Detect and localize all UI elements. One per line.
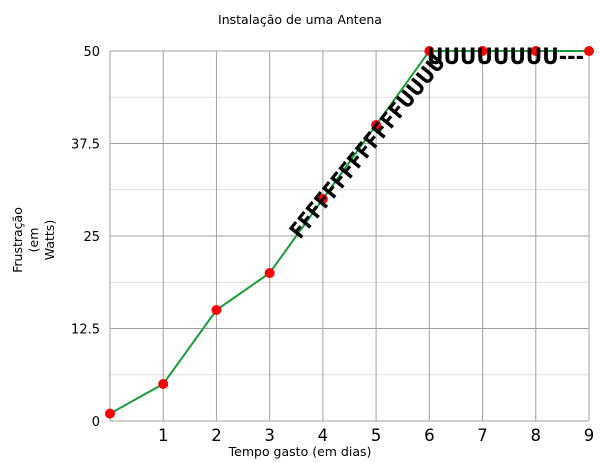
y-axis-label-line-1: Frustração — [10, 207, 25, 273]
x-tick-label: 2 — [211, 426, 222, 445]
x-tick-labels: 1 2 3 4 5 6 7 8 9 — [158, 426, 594, 445]
data-point — [424, 46, 435, 56]
data-point — [530, 46, 541, 56]
x-tick-label: 7 — [477, 426, 488, 445]
series — [105, 46, 594, 419]
x-tick-label: 1 — [158, 426, 169, 445]
chart-title: Instalação de uma Antena — [218, 12, 382, 27]
y-tick-label: 50 — [83, 45, 100, 60]
data-point — [371, 120, 382, 130]
y-axis-label: Frustração (em Watts) — [10, 207, 57, 273]
y-axis-label-line-3: Watts) — [42, 220, 57, 260]
series-line — [109, 50, 589, 415]
x-tick-label: 8 — [531, 426, 542, 445]
annotation-fuuu: FFFFFFFFFFFFFUUUU — [285, 50, 451, 243]
y-axis-label-line-2: (em — [26, 228, 41, 253]
data-point — [584, 46, 594, 56]
data-point — [264, 268, 275, 278]
y-tick-label: 25 — [83, 230, 100, 245]
data-point — [317, 194, 328, 204]
data-point — [477, 46, 488, 56]
y-tick-labels: 0 12.5 25 37.5 50 — [71, 45, 100, 430]
y-tick-label: 37.5 — [71, 138, 100, 153]
x-tick-label: 3 — [264, 426, 275, 445]
y-tick-label: 0 — [92, 415, 100, 430]
x-axis-label: Tempo gasto (em dias) — [228, 444, 372, 459]
x-tick-label: 4 — [318, 426, 329, 445]
data-point — [105, 408, 115, 419]
x-tick-label: 9 — [584, 426, 595, 445]
x-tick-label: 5 — [371, 426, 382, 445]
y-tick-label: 12.5 — [71, 323, 100, 338]
annotations: FFFFFFFFFFFFFUUUU UUUUUUUU--- — [285, 45, 584, 244]
data-point — [211, 305, 222, 315]
annotation-uuuu: UUUUUUUU--- — [427, 45, 584, 70]
data-point — [158, 379, 169, 389]
x-tick-label: 6 — [424, 426, 435, 445]
minor-grid — [110, 96, 589, 376]
grid — [109, 50, 590, 422]
